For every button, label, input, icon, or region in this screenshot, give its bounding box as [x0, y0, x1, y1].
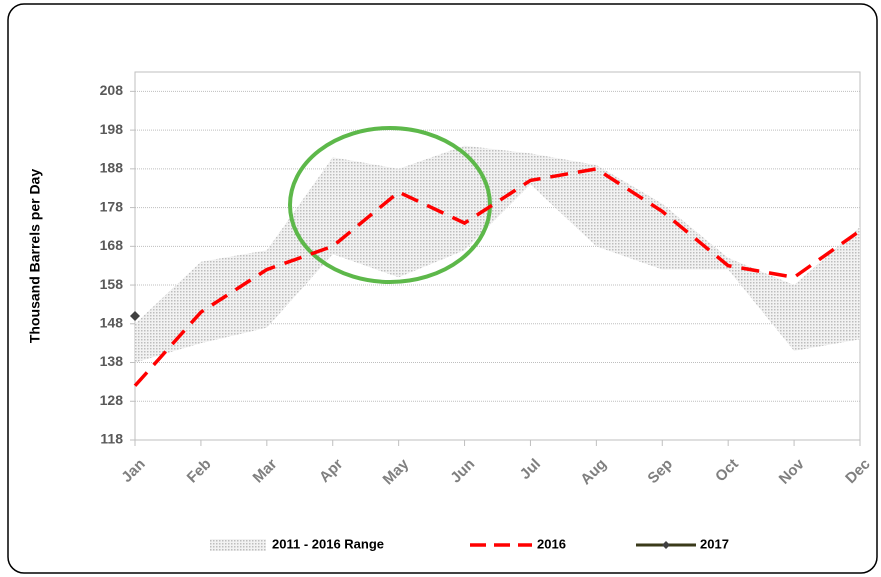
legend-label: 2011 - 2016 Range — [272, 536, 384, 551]
y-tick-label: 168 — [100, 237, 124, 253]
legend-marker — [662, 541, 670, 549]
y-tick-label: 148 — [100, 314, 124, 330]
legend-label: 2017 — [700, 536, 729, 551]
y-tick-label: 138 — [100, 353, 124, 369]
y-tick-label: 158 — [100, 276, 124, 292]
y-tick-label: 198 — [100, 121, 124, 137]
y-axis-label: Thousand Barrels per Day — [27, 169, 43, 343]
series-marker — [130, 311, 140, 322]
y-tick-label: 178 — [100, 198, 124, 214]
y-tick-label: 118 — [100, 431, 123, 447]
legend-label: 2016 — [537, 536, 566, 551]
frame — [7, 3, 878, 574]
y-tick-label: 128 — [100, 392, 124, 408]
legend-swatch — [210, 539, 266, 551]
range-band — [135, 145, 860, 363]
legend: 2011 - 2016 Range 2016 2017 — [210, 536, 729, 551]
y-tick-label: 188 — [100, 160, 124, 176]
y-tick-label: 208 — [100, 82, 124, 98]
